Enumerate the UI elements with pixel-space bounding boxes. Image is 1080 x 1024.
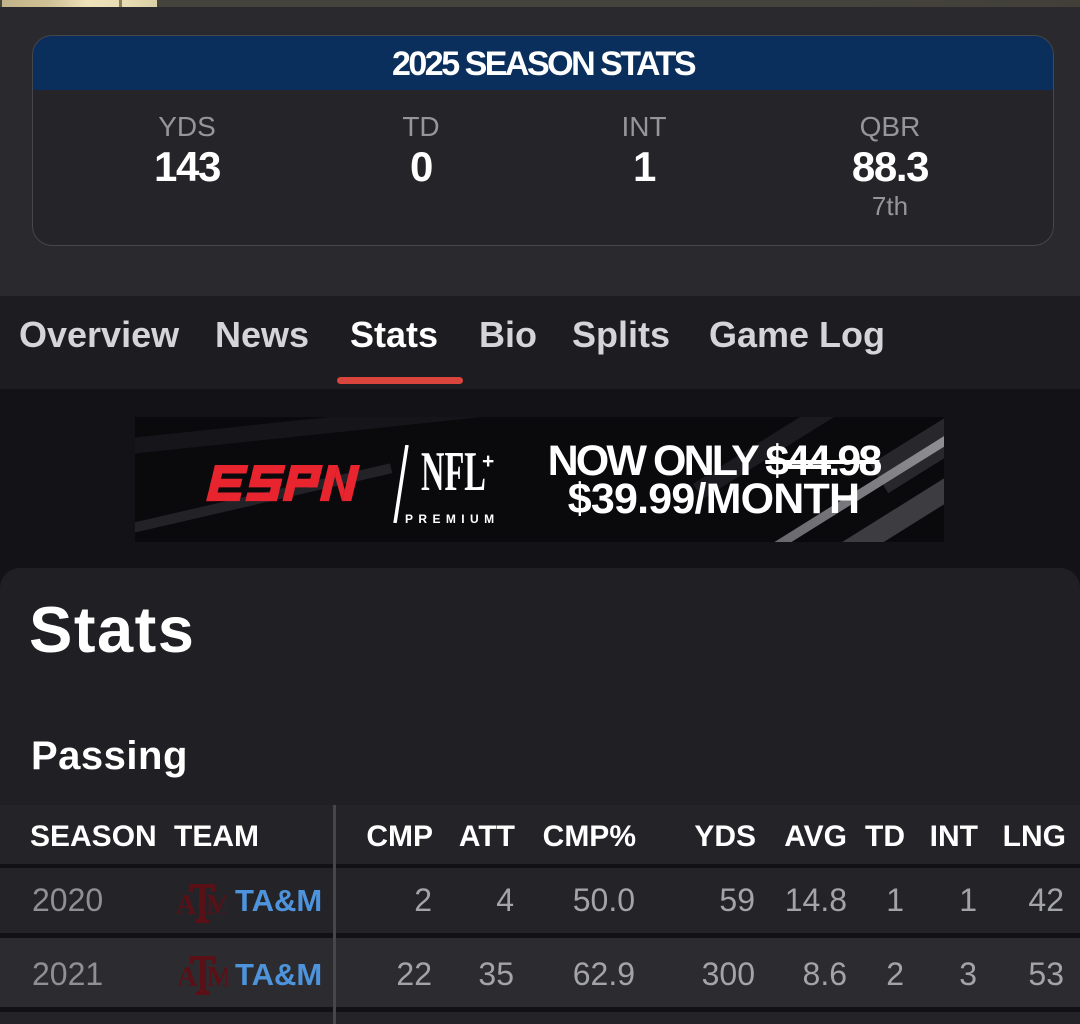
svg-text:A: A [178,890,197,921]
svg-text:M: M [207,962,227,993]
svg-text:A: A [179,962,198,993]
svg-text:+: + [482,451,494,473]
svg-text:NFL: NFL [421,451,486,495]
svg-text:M: M [206,890,226,921]
